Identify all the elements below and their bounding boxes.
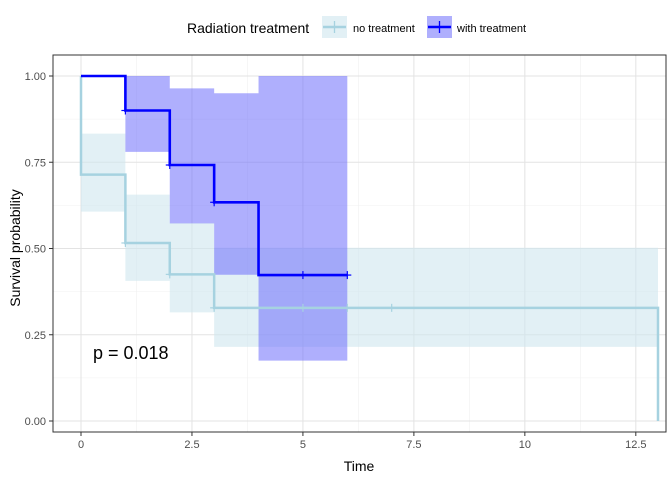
legend-label: no treatment [353,23,415,35]
censor-mark-no-treatment [343,303,352,312]
legend-label: with treatment [456,23,526,35]
survival-line-no-treatment [79,76,660,421]
censor-mark-no-treatment [210,303,219,312]
p-value-annotation: p = 0.018 [93,343,169,363]
axes: 0 2.5 5 7.5 10 12.5 0.00 0.25 0.50 0.75 1.00 [25,71,647,451]
y-tick-label: 0.50 [25,244,46,256]
y-tick-label: 0.25 [25,330,46,342]
censor-marks [121,106,396,312]
censor-mark-with-treatment [210,198,219,207]
legend-item-no-treatment: no treatment [322,16,415,38]
legend-items: no treatment with treatment [322,16,526,38]
x-tick-label: 7.5 [406,439,421,451]
censor-mark-with-treatment [343,271,352,280]
confidence-band-no-treatment [81,133,658,347]
x-tick-label: 10 [519,439,531,451]
panel-border [52,54,667,433]
confidence-band-with-treatment [81,76,348,361]
y-tick-label: 1.00 [25,71,46,83]
y-tick-label: 0.00 [25,416,46,428]
survival-curves [79,74,660,421]
x-axis-label: Time [344,458,375,474]
x-tick-label: 0 [78,439,84,451]
plot-panel: p = 0.018 [52,54,667,433]
censor-mark-with-treatment [121,106,130,115]
censor-mark-no-treatment [121,238,130,247]
legend-title: Radiation treatment [187,20,309,36]
censor-mark-no-treatment [165,270,174,279]
y-axis-label: Survival probability [7,189,23,307]
legend: Radiation treatment no treatment with tre… [187,16,526,38]
censor-mark-with-treatment [165,161,174,170]
x-tick-label: 5 [300,439,306,451]
x-tick-label: 2.5 [184,439,199,451]
survival-line-with-treatment [81,74,348,277]
censor-mark-no-treatment [298,303,307,312]
censor-mark-with-treatment [298,271,307,280]
legend-item-with-treatment: with treatment [427,16,526,38]
y-tick-label: 0.75 [25,157,46,169]
censor-mark-no-treatment [387,303,396,312]
confidence-bands [81,76,658,361]
x-tick-label: 12.5 [625,439,646,451]
